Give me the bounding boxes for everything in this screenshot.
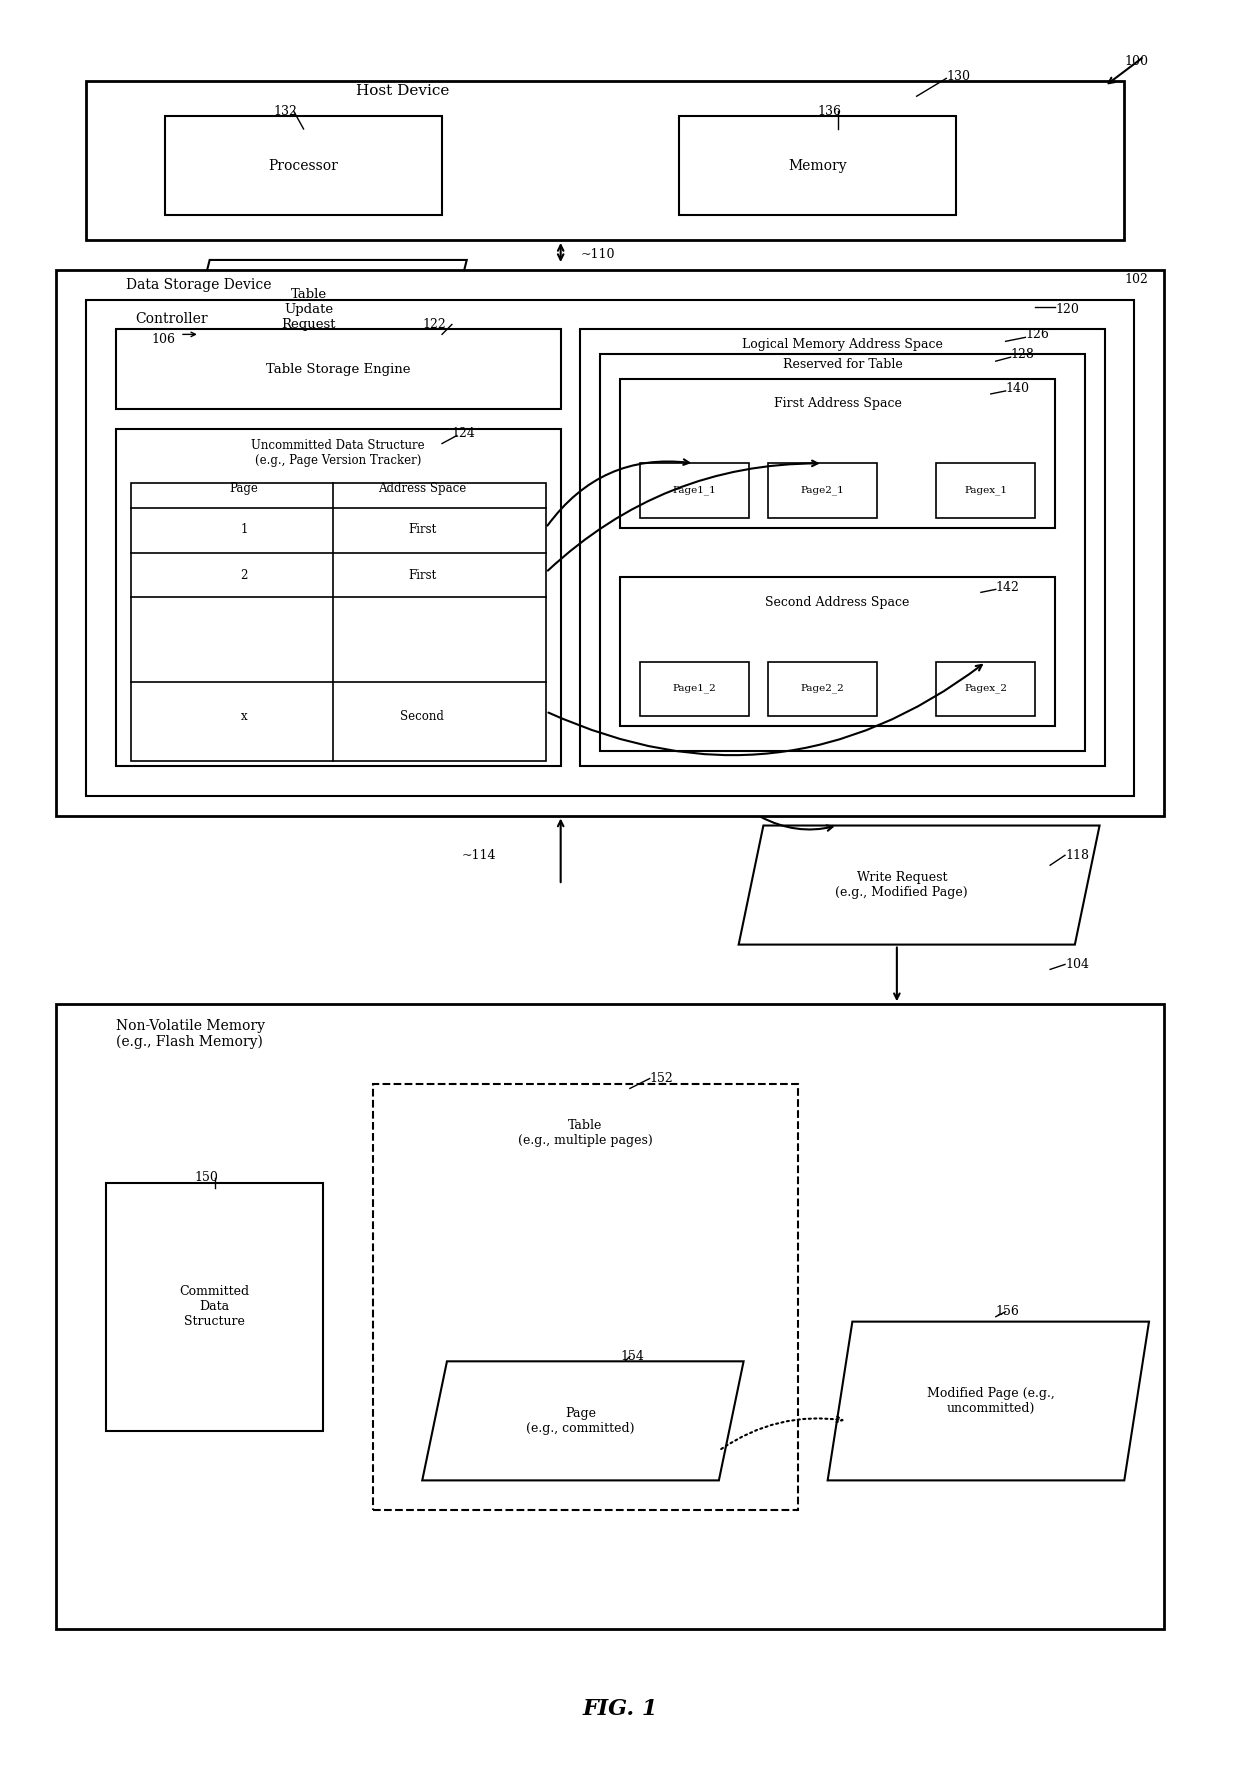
FancyBboxPatch shape bbox=[620, 578, 1055, 726]
Text: 130: 130 bbox=[946, 70, 971, 82]
Text: Memory: Memory bbox=[789, 159, 847, 173]
Text: ~110: ~110 bbox=[580, 248, 615, 261]
Text: 102: 102 bbox=[1125, 273, 1148, 286]
FancyBboxPatch shape bbox=[115, 428, 560, 766]
Text: 126: 126 bbox=[1025, 328, 1049, 341]
Text: 128: 128 bbox=[1011, 348, 1034, 361]
Text: 1: 1 bbox=[241, 523, 248, 536]
Text: Table Storage Engine: Table Storage Engine bbox=[265, 362, 410, 375]
Text: Address Space: Address Space bbox=[378, 482, 466, 494]
FancyBboxPatch shape bbox=[86, 82, 1125, 241]
Text: First Address Space: First Address Space bbox=[774, 398, 901, 411]
Text: First: First bbox=[408, 569, 436, 582]
FancyBboxPatch shape bbox=[769, 662, 877, 716]
FancyBboxPatch shape bbox=[769, 464, 877, 518]
Text: 2: 2 bbox=[241, 569, 248, 582]
Text: Write Request
(e.g., Modified Page): Write Request (e.g., Modified Page) bbox=[836, 871, 968, 900]
FancyBboxPatch shape bbox=[936, 662, 1035, 716]
Text: Uncommitted Data Structure
(e.g., Page Version Tracker): Uncommitted Data Structure (e.g., Page V… bbox=[252, 439, 425, 468]
Text: Second Address Space: Second Address Space bbox=[765, 596, 910, 609]
Text: Non-Volatile Memory
(e.g., Flash Memory): Non-Volatile Memory (e.g., Flash Memory) bbox=[115, 1019, 264, 1050]
Polygon shape bbox=[185, 261, 466, 359]
FancyBboxPatch shape bbox=[600, 353, 1085, 751]
FancyBboxPatch shape bbox=[680, 116, 956, 216]
Text: 100: 100 bbox=[1125, 55, 1148, 68]
Text: Data Storage Device: Data Storage Device bbox=[125, 278, 272, 291]
Text: 122: 122 bbox=[423, 318, 446, 330]
Text: Committed
Data
Structure: Committed Data Structure bbox=[180, 1285, 249, 1328]
Text: Page2_1: Page2_1 bbox=[801, 486, 844, 494]
FancyBboxPatch shape bbox=[165, 116, 441, 216]
Text: 156: 156 bbox=[996, 1305, 1019, 1317]
Polygon shape bbox=[827, 1321, 1149, 1480]
Text: Page1_2: Page1_2 bbox=[672, 684, 715, 693]
Text: 124: 124 bbox=[451, 427, 476, 441]
Text: FIG. 1: FIG. 1 bbox=[583, 1698, 657, 1719]
FancyBboxPatch shape bbox=[620, 378, 1055, 528]
Text: 118: 118 bbox=[1065, 850, 1089, 862]
Text: First: First bbox=[408, 523, 436, 536]
Text: 142: 142 bbox=[996, 580, 1019, 594]
Text: Page1_1: Page1_1 bbox=[672, 486, 715, 494]
Text: Controller: Controller bbox=[135, 312, 208, 327]
Text: Table
Update
Request: Table Update Request bbox=[281, 287, 336, 330]
FancyBboxPatch shape bbox=[936, 464, 1035, 518]
Text: Reserved for Table: Reserved for Table bbox=[782, 357, 903, 371]
Text: 136: 136 bbox=[817, 105, 842, 118]
Text: Pagex_1: Pagex_1 bbox=[965, 486, 1007, 494]
Text: 106: 106 bbox=[151, 332, 175, 346]
Text: 132: 132 bbox=[274, 105, 298, 118]
FancyBboxPatch shape bbox=[115, 330, 560, 409]
FancyBboxPatch shape bbox=[86, 300, 1135, 796]
FancyBboxPatch shape bbox=[580, 330, 1105, 766]
FancyBboxPatch shape bbox=[56, 270, 1164, 816]
Text: Pagex_2: Pagex_2 bbox=[965, 684, 1007, 693]
FancyBboxPatch shape bbox=[130, 484, 546, 760]
Text: Page2_2: Page2_2 bbox=[801, 684, 844, 693]
Text: 120: 120 bbox=[1055, 303, 1079, 316]
Text: 152: 152 bbox=[650, 1073, 673, 1085]
Text: 154: 154 bbox=[620, 1349, 644, 1364]
FancyBboxPatch shape bbox=[56, 1005, 1164, 1630]
FancyBboxPatch shape bbox=[640, 662, 749, 716]
Text: Page
(e.g., committed): Page (e.g., committed) bbox=[526, 1407, 635, 1435]
Text: Second: Second bbox=[401, 710, 444, 723]
Text: x: x bbox=[241, 710, 248, 723]
FancyBboxPatch shape bbox=[105, 1183, 324, 1432]
Text: ~114: ~114 bbox=[461, 850, 496, 862]
Text: Modified Page (e.g.,
uncommitted): Modified Page (e.g., uncommitted) bbox=[928, 1387, 1055, 1416]
Polygon shape bbox=[739, 825, 1100, 944]
FancyBboxPatch shape bbox=[640, 464, 749, 518]
Text: 150: 150 bbox=[195, 1171, 218, 1183]
Text: 140: 140 bbox=[1006, 382, 1029, 396]
Text: 104: 104 bbox=[1065, 959, 1089, 971]
Polygon shape bbox=[423, 1362, 744, 1480]
Text: Page: Page bbox=[229, 482, 259, 494]
Text: Table
(e.g., multiple pages): Table (e.g., multiple pages) bbox=[518, 1119, 652, 1148]
Text: Host Device: Host Device bbox=[356, 84, 449, 98]
FancyBboxPatch shape bbox=[373, 1083, 799, 1510]
Text: Processor: Processor bbox=[269, 159, 339, 173]
Text: Logical Memory Address Space: Logical Memory Address Space bbox=[742, 337, 942, 352]
